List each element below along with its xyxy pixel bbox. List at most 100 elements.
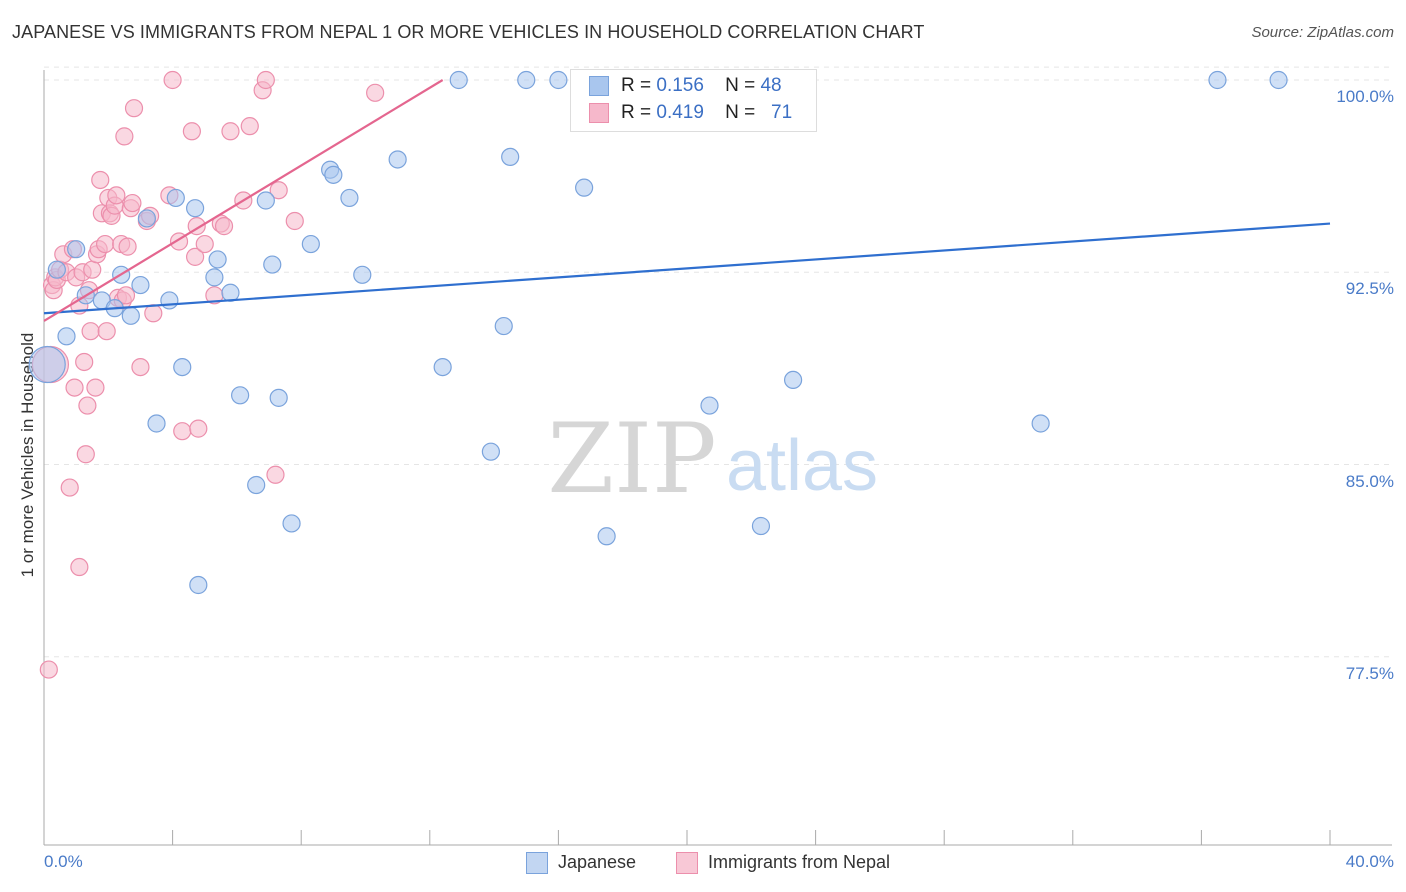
nepal-point xyxy=(60,478,79,497)
japanese-point xyxy=(481,442,500,461)
legend-swatch-nepal xyxy=(589,103,609,123)
japanese-point xyxy=(263,255,282,274)
japanese-point xyxy=(501,147,520,166)
nepal-point xyxy=(266,465,285,484)
nepal-point xyxy=(91,170,110,190)
nepal-point xyxy=(124,99,144,118)
japanese-point xyxy=(47,260,66,279)
japanese-point xyxy=(147,414,166,433)
nepal-point xyxy=(189,419,208,438)
japanese-point xyxy=(549,70,568,90)
japanese-point xyxy=(247,475,266,495)
source-credit: Source: ZipAtlas.com xyxy=(1251,24,1394,41)
x-tick-label-max: 40.0% xyxy=(1345,852,1394,871)
nepal-point xyxy=(221,122,240,141)
nepal-point xyxy=(116,286,136,305)
japanese-point xyxy=(700,396,719,415)
japanese-trend-line xyxy=(43,222,1331,315)
legend-r-label: R = xyxy=(621,75,652,96)
japanese-point xyxy=(751,516,771,536)
japanese-point xyxy=(166,188,185,208)
nepal-trend-line xyxy=(43,79,444,322)
nepal-point xyxy=(163,70,182,90)
japanese-point xyxy=(340,188,359,208)
japanese-point xyxy=(783,370,803,390)
x-tick-label-min: 0.0% xyxy=(44,852,83,871)
japanese-point xyxy=(131,275,150,295)
japanese-point xyxy=(449,70,468,90)
japanese-point xyxy=(324,165,343,184)
nepal-point xyxy=(173,422,192,441)
japanese-point xyxy=(57,327,76,346)
japanese-point xyxy=(269,388,288,407)
japanese-point xyxy=(517,70,536,90)
trend-lines xyxy=(43,79,1331,322)
bottom-legend-swatch-japanese xyxy=(526,852,548,874)
nepal-point xyxy=(123,193,142,213)
legend-r-label: R = xyxy=(621,102,652,123)
y-tick-label: 85.0% xyxy=(1345,471,1394,491)
japanese-point xyxy=(205,268,224,287)
watermark-zip: ZIP xyxy=(547,403,716,515)
axes xyxy=(43,70,1392,846)
nepal-point xyxy=(70,557,89,577)
y-tick-label: 77.5% xyxy=(1345,663,1394,683)
japanese-point xyxy=(1208,70,1227,90)
japanese-point xyxy=(67,240,86,259)
nepal-point xyxy=(195,234,214,254)
nepal-point xyxy=(186,247,205,266)
series-japanese xyxy=(28,70,1288,595)
japanese-point xyxy=(189,575,208,595)
nepal-point xyxy=(182,122,201,141)
japanese-point xyxy=(494,316,513,336)
bottom-legend-label-japanese: Japanese xyxy=(558,852,637,872)
legend-r-value: 0.156 xyxy=(656,75,704,96)
japanese-point xyxy=(160,291,179,310)
japanese-point xyxy=(256,191,275,210)
japanese-point xyxy=(231,386,250,405)
correlation-legend: R = 0.156 N = 48 R = 0.419 N = 71 xyxy=(570,69,817,132)
nepal-point xyxy=(81,322,100,341)
y-tick-label: 100.0% xyxy=(1336,87,1394,106)
japanese-point xyxy=(301,234,320,254)
japanese-point xyxy=(1269,70,1288,90)
japanese-point xyxy=(282,514,301,533)
nepal-point xyxy=(83,260,102,279)
watermark-atlas: atlas xyxy=(726,426,878,506)
japanese-point xyxy=(137,209,156,228)
japanese-point xyxy=(28,345,66,384)
nepal-point xyxy=(118,237,137,256)
nepal-point xyxy=(39,660,58,679)
nepal-point xyxy=(65,378,84,397)
japanese-point xyxy=(221,283,240,302)
nepal-point xyxy=(256,70,275,90)
legend-n-value: 48 xyxy=(760,75,782,96)
nepal-point xyxy=(366,83,385,102)
japanese-point xyxy=(388,150,407,169)
nepal-point xyxy=(76,445,95,464)
nepal-point xyxy=(95,234,115,254)
nepal-point xyxy=(97,322,116,341)
japanese-point xyxy=(433,357,452,377)
bottom-legend-label-nepal: Immigrants from Nepal xyxy=(708,852,891,872)
y-tick-label: 92.5% xyxy=(1345,279,1394,299)
nepal-point xyxy=(131,357,150,377)
japanese-point xyxy=(575,178,594,197)
nepal-point xyxy=(214,217,234,236)
nepal-point xyxy=(78,396,97,415)
nepal-point xyxy=(240,117,259,136)
nepal-point xyxy=(269,181,288,200)
legend-swatch-japanese xyxy=(589,76,609,96)
nepal-point xyxy=(86,378,105,397)
nepal-point xyxy=(107,186,126,205)
nepal-point xyxy=(115,127,134,146)
japanese-point xyxy=(353,265,372,284)
legend-n-label: N = xyxy=(725,75,756,96)
legend-n-label: N = xyxy=(725,102,756,123)
nepal-point xyxy=(285,211,304,231)
watermark: ZIP atlas xyxy=(547,403,878,515)
japanese-point xyxy=(1031,414,1050,433)
bottom-legend-swatch-nepal xyxy=(676,852,698,874)
japanese-point xyxy=(186,199,205,218)
